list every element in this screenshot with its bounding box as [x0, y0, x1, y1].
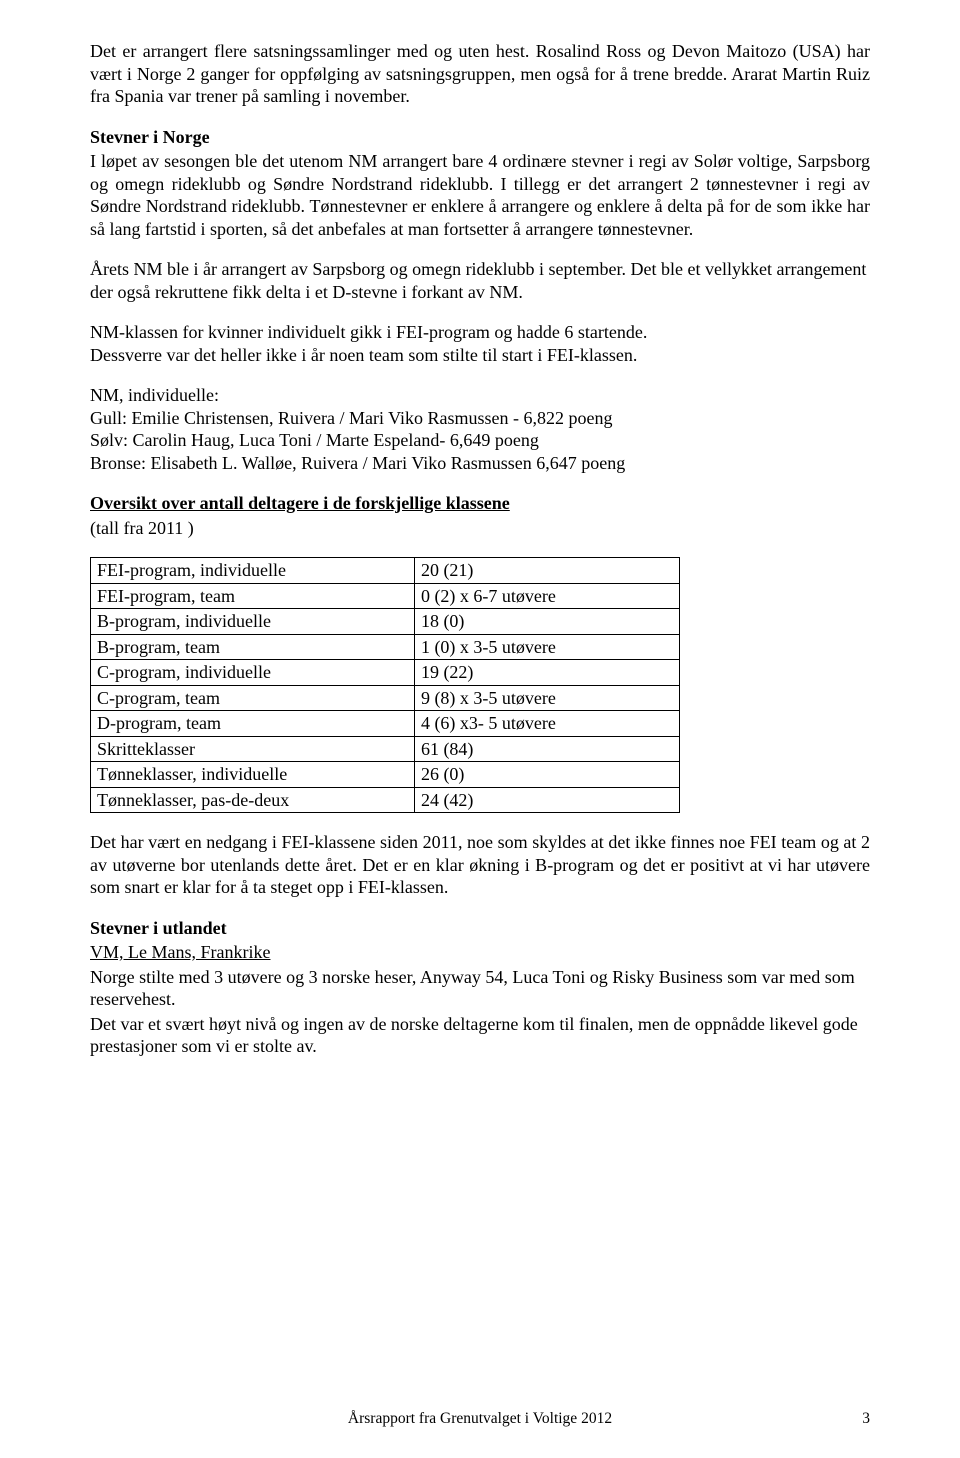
paragraph-utlandet-1: Norge stilte med 3 utøvere og 3 norske h… [90, 966, 870, 1011]
sub-utlandet: VM, Le Mans, Frankrike [90, 941, 870, 964]
cell-value: 9 (8) x 3-5 utøvere [414, 685, 679, 711]
cell-value: 18 (0) [414, 609, 679, 635]
heading-text: Oversikt over antall deltagere i de fors… [90, 493, 510, 513]
cell-value: 0 (2) x 6-7 utøvere [414, 583, 679, 609]
page-number: 3 [862, 1410, 870, 1428]
cell-value: 26 (0) [414, 762, 679, 788]
cell-class: Tønneklasser, individuelle [91, 762, 415, 788]
cell-value: 61 (84) [414, 736, 679, 762]
table-row: B-program, team1 (0) x 3-5 utøvere [91, 634, 680, 660]
cell-class: C-program, individuelle [91, 660, 415, 686]
cell-class: B-program, team [91, 634, 415, 660]
table-body: FEI-program, individuelle20 (21)FEI-prog… [91, 558, 680, 813]
cell-class: FEI-program, team [91, 583, 415, 609]
cell-class: B-program, individuelle [91, 609, 415, 635]
nm-bronse: Bronse: Elisabeth L. Walløe, Ruivera / M… [90, 452, 870, 475]
table-row: C-program, individuelle19 (22) [91, 660, 680, 686]
page-footer: Årsrapport fra Grenutvalget i Voltige 20… [0, 1410, 960, 1428]
section-stevner-norge: Stevner i Norge I løpet av sesongen ble … [90, 126, 870, 367]
table-row: D-program, team4 (6) x3- 5 utøvere [91, 711, 680, 737]
cell-value: 19 (22) [414, 660, 679, 686]
document-page: Det er arrangert flere satsningssamlinge… [0, 0, 960, 1458]
paragraph-stevner-1: I løpet av sesongen ble det utenom NM ar… [90, 150, 870, 240]
heading-stevner-norge: Stevner i Norge [90, 126, 870, 149]
sub-text: VM, Le Mans, Frankrike [90, 942, 270, 962]
cell-value: 20 (21) [414, 558, 679, 584]
nm-heading: NM, individuelle: [90, 384, 870, 407]
paragraph-utlandet-2: Det var et svært høyt nivå og ingen av d… [90, 1013, 870, 1058]
oversikt-heading: Oversikt over antall deltagere i de fors… [90, 492, 870, 515]
table-row: FEI-program, individuelle20 (21) [91, 558, 680, 584]
nm-gull: Gull: Emilie Christensen, Ruivera / Mari… [90, 407, 870, 430]
cell-class: Tønneklasser, pas-de-deux [91, 787, 415, 813]
cell-class: C-program, team [91, 685, 415, 711]
section-utlandet: Stevner i utlandet VM, Le Mans, Frankrik… [90, 917, 870, 1058]
intro-paragraph: Det er arrangert flere satsningssamlinge… [90, 40, 870, 108]
table-row: Tønneklasser, individuelle26 (0) [91, 762, 680, 788]
cell-class: Skritteklasser [91, 736, 415, 762]
section-nm-results: NM, individuelle: Gull: Emilie Christens… [90, 384, 870, 474]
paragraph-stevner-2: Årets NM ble i år arrangert av Sarpsborg… [90, 258, 870, 303]
table-row: FEI-program, team0 (2) x 6-7 utøvere [91, 583, 680, 609]
paragraph-stevner-3: NM-klassen for kvinner individuelt gikk … [90, 321, 870, 366]
table-row: C-program, team9 (8) x 3-5 utøvere [91, 685, 680, 711]
table-row: B-program, individuelle18 (0) [91, 609, 680, 635]
cell-value: 1 (0) x 3-5 utøvere [414, 634, 679, 660]
text-line: NM-klassen for kvinner individuelt gikk … [90, 322, 647, 342]
cell-class: FEI-program, individuelle [91, 558, 415, 584]
after-table-paragraph: Det har vært en nedgang i FEI-klassene s… [90, 831, 870, 899]
oversikt-sub: (tall fra 2011 ) [90, 517, 870, 540]
table-row: Skritteklasser61 (84) [91, 736, 680, 762]
oversikt-table: FEI-program, individuelle20 (21)FEI-prog… [90, 557, 680, 813]
table-row: Tønneklasser, pas-de-deux24 (42) [91, 787, 680, 813]
section-oversikt: Oversikt over antall deltagere i de fors… [90, 492, 870, 813]
cell-class: D-program, team [91, 711, 415, 737]
cell-value: 24 (42) [414, 787, 679, 813]
nm-solv: Sølv: Carolin Haug, Luca Toni / Marte Es… [90, 429, 870, 452]
text-line: Dessverre var det heller ikke i år noen … [90, 345, 637, 365]
cell-value: 4 (6) x3- 5 utøvere [414, 711, 679, 737]
heading-utlandet: Stevner i utlandet [90, 917, 870, 940]
